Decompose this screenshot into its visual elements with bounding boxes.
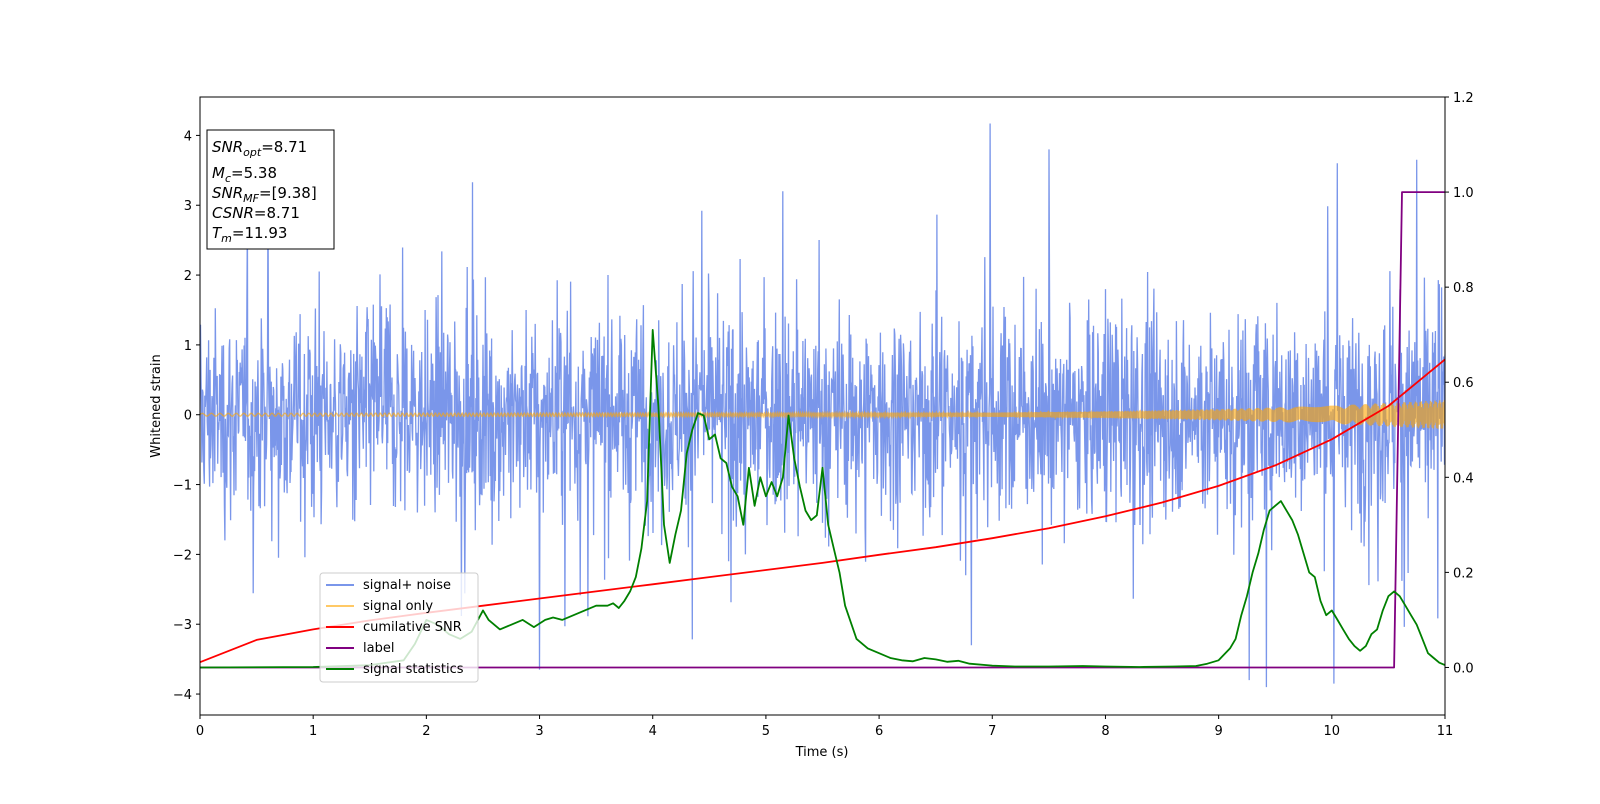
info-snr-opt: SNRopt=8.71 bbox=[212, 138, 307, 159]
y-tick-label: 1 bbox=[184, 339, 192, 354]
legend-label-signal-only: signal only bbox=[363, 599, 433, 614]
y2-tick-label: 0.2 bbox=[1453, 566, 1474, 581]
x-tick-label: 0 bbox=[196, 724, 204, 739]
series-line-signal-statistics bbox=[200, 328, 1445, 669]
y-tick-label: −4 bbox=[173, 688, 192, 703]
info-csnr-symbol: CSNR bbox=[212, 204, 254, 222]
x-tick-label: 10 bbox=[1324, 724, 1341, 739]
series-line-signal-only bbox=[200, 400, 1445, 429]
info-box-frame bbox=[206, 129, 335, 250]
x-tick-label: 5 bbox=[762, 724, 770, 739]
x-tick-label: 2 bbox=[422, 724, 430, 739]
legend-label-signal-noise: signal+ noise bbox=[363, 578, 451, 593]
x-tick-label: 8 bbox=[1101, 724, 1109, 739]
info-snr-opt-sub: opt bbox=[243, 146, 262, 159]
y-tick-label: 4 bbox=[184, 129, 192, 144]
x-tick-label: 3 bbox=[535, 724, 543, 739]
y2-tick-label: 0.4 bbox=[1453, 471, 1474, 486]
info-snr-mf: SNRMF=[9.38] bbox=[212, 184, 317, 205]
ticks-layer: 0 1 2 3 4 5 6 7 8 9 10 11 −4 −3 −2 −1 0 1 2 3 4 0.0 0.2 0.4 0.6 0… bbox=[173, 91, 1474, 739]
signal-only-layer bbox=[200, 400, 1445, 429]
y2-tick-label: 1.0 bbox=[1453, 186, 1474, 201]
signal-noise-layer bbox=[200, 123, 1445, 688]
x-tick-label: 11 bbox=[1437, 724, 1454, 739]
x-tick-label: 4 bbox=[649, 724, 657, 739]
legend-label-cumilative-snr: cumilative SNR bbox=[363, 620, 462, 635]
info-snr-mf-symbol: SNR bbox=[212, 184, 243, 202]
info-snr-mf-sub: MF bbox=[243, 192, 259, 205]
info-snr-opt-value: =8.71 bbox=[261, 138, 307, 156]
x-tick-label: 9 bbox=[1214, 724, 1222, 739]
info-tm-value: =11.93 bbox=[232, 224, 288, 242]
info-mc-sub: c bbox=[225, 172, 231, 185]
info-tm: Tm=11.93 bbox=[212, 224, 287, 245]
series-line-label bbox=[200, 191, 1445, 669]
y-tick-label: 3 bbox=[184, 199, 192, 214]
y2-tick-label: 0.8 bbox=[1453, 281, 1474, 296]
y-tick-label: −2 bbox=[173, 548, 192, 563]
legend: signal+ noise signal only cumilative SNR… bbox=[319, 572, 479, 683]
info-mc-value: =5.38 bbox=[231, 164, 277, 182]
info-mc-symbol: M bbox=[212, 164, 225, 182]
x-axis-label: Time (s) bbox=[795, 745, 849, 760]
legend-label-signal-statistics: signal statistics bbox=[363, 662, 464, 677]
y-tick-label: 2 bbox=[184, 269, 192, 284]
y-axis-label: Whitened strain bbox=[149, 354, 164, 457]
legend-frame bbox=[319, 572, 479, 683]
series-line-signal-noise bbox=[200, 123, 1445, 688]
y-tick-label: −3 bbox=[173, 618, 192, 633]
info-box: SNRopt=8.71 Mc=5.38 SNRMF=[9.38] CSNR=8.… bbox=[206, 129, 335, 250]
y2-tick-label: 1.2 bbox=[1453, 91, 1474, 106]
info-csnr: CSNR=8.71 bbox=[212, 204, 300, 222]
info-snr-opt-symbol: SNR bbox=[212, 138, 243, 156]
info-mc: Mc=5.38 bbox=[212, 164, 277, 185]
y2-tick-label: 0.6 bbox=[1453, 376, 1474, 391]
x-tick-label: 1 bbox=[309, 724, 317, 739]
x-tick-label: 6 bbox=[875, 724, 883, 739]
info-tm-sub: m bbox=[221, 232, 232, 245]
legend-label-label: label bbox=[363, 641, 394, 656]
axes-frame bbox=[199, 96, 1446, 716]
info-tm-symbol: T bbox=[212, 224, 223, 242]
y-tick-label: −1 bbox=[173, 479, 192, 494]
info-csnr-value: =8.71 bbox=[254, 204, 300, 222]
x-tick-label: 7 bbox=[988, 724, 996, 739]
y2-tick-label: 0.0 bbox=[1453, 661, 1474, 676]
info-snr-mf-value: =[9.38] bbox=[259, 184, 317, 202]
y-tick-label: 0 bbox=[184, 409, 192, 424]
